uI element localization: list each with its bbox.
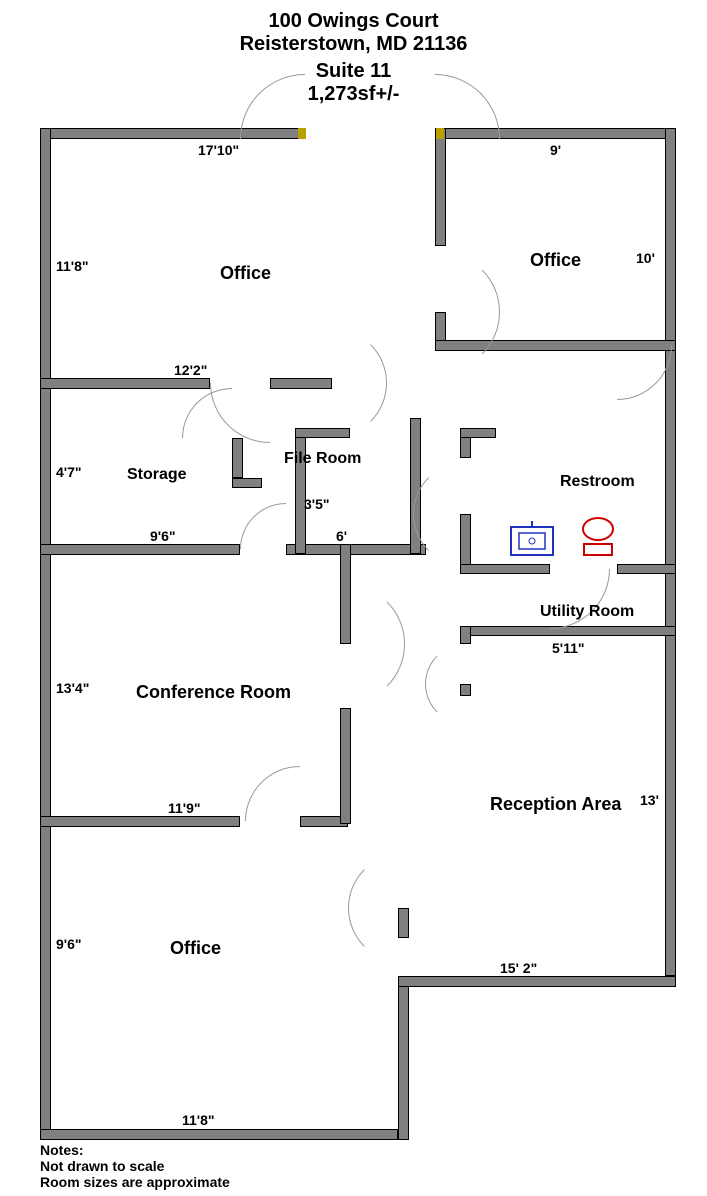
dimension: 13'4" (56, 680, 89, 696)
dimension: 12'2" (174, 362, 207, 378)
wall (460, 626, 471, 644)
wall (460, 626, 676, 636)
wall (460, 428, 496, 438)
dimension: 11'8" (182, 1112, 215, 1128)
room-label: Storage (127, 466, 187, 484)
wall (232, 438, 243, 478)
wall (460, 564, 550, 574)
wall (398, 976, 676, 987)
room-label: Office (170, 938, 221, 959)
dimension: 3'5" (304, 496, 330, 512)
dimension: 13' (640, 792, 659, 808)
sink-icon (510, 520, 554, 561)
room-label: Office (530, 250, 581, 271)
sqft: 1,273sf+/- (0, 83, 707, 106)
door-arc (380, 252, 500, 372)
addr-line2: Reisterstown, MD 21136 (0, 33, 707, 56)
wall (40, 128, 51, 1140)
notes-title: Notes: (40, 1142, 230, 1158)
notes: Notes: Not drawn to scale Room sizes are… (40, 1142, 230, 1190)
wall (40, 1129, 398, 1140)
wall (40, 816, 240, 827)
room-label: Restroom (560, 473, 635, 491)
dimension: 11'9" (168, 800, 201, 816)
dimension: 15' 2" (500, 960, 537, 976)
floorplan-page: 100 Owings Court Reisterstown, MD 21136 … (0, 0, 707, 1196)
wall (665, 128, 676, 976)
toilet-icon (580, 516, 616, 561)
header: 100 Owings Court Reisterstown, MD 21136 … (0, 10, 707, 106)
dimension: 9'6" (150, 528, 176, 544)
addr-line1: 100 Owings Court (0, 10, 707, 33)
wall (398, 976, 409, 1140)
room-label: Office (220, 263, 271, 284)
room-label: File Room (284, 450, 361, 468)
dimension: 5'11" (552, 640, 585, 656)
room-label: Reception Area (490, 794, 621, 815)
dimension: 4'7" (56, 464, 82, 480)
floor-plan: Office Office Storage File Room Restroom Util… (40, 128, 676, 1140)
notes-l2: Room sizes are approximate (40, 1174, 230, 1190)
wall (232, 478, 262, 488)
dimension: 17'10" (198, 142, 239, 158)
notes-l1: Not drawn to scale (40, 1158, 230, 1174)
wall (340, 708, 351, 824)
wall (295, 428, 306, 554)
wall (295, 428, 350, 438)
dimension: 9'6" (56, 936, 82, 952)
wall (40, 544, 240, 555)
wall (435, 128, 446, 246)
wall (617, 564, 676, 574)
room-label: Utility Room (540, 603, 634, 621)
room-label: Conference Room (136, 682, 291, 703)
dimension: 9' (550, 142, 561, 158)
suite: Suite 11 (0, 60, 707, 83)
dimension: 11'8" (56, 258, 89, 274)
door-arc (285, 584, 405, 704)
dimension: 10' (636, 250, 655, 266)
wall (270, 378, 332, 389)
wall (40, 378, 210, 389)
wall (286, 544, 426, 555)
dimension: 6' (336, 528, 347, 544)
